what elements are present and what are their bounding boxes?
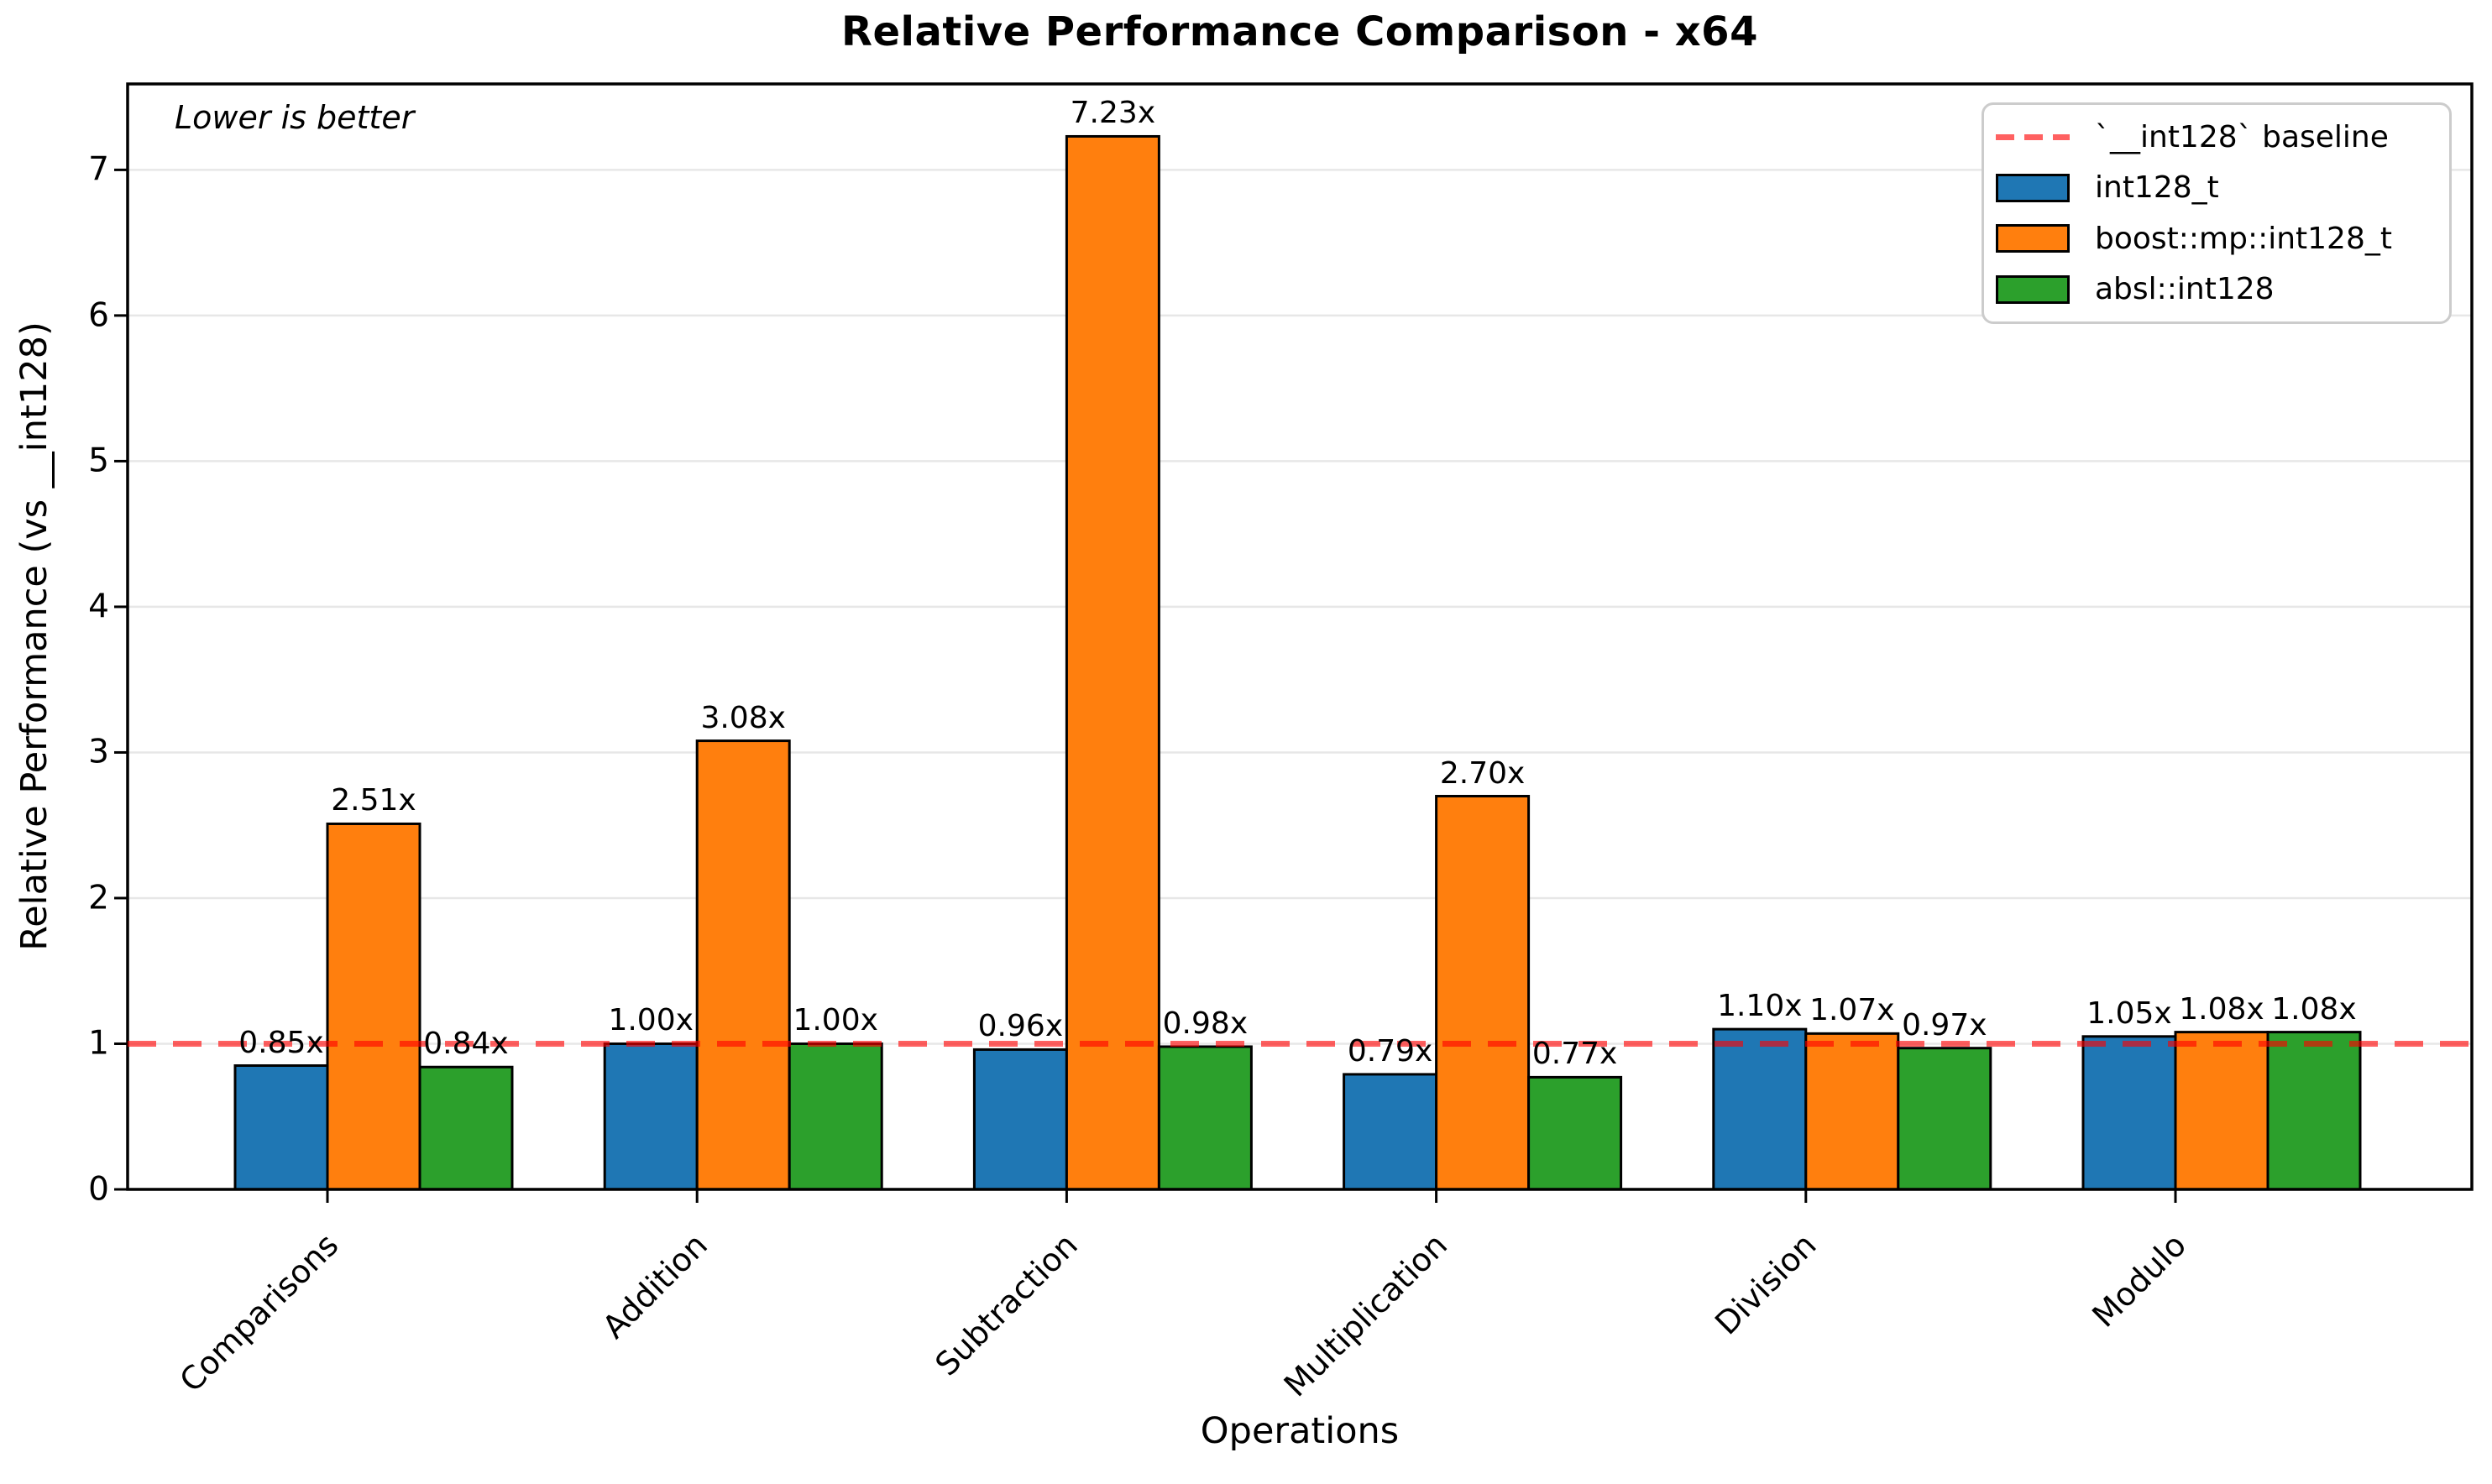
legend-entry-int128_t: int128_t xyxy=(1996,170,2437,205)
legend-swatch xyxy=(1996,224,2070,253)
bar-value-label: 1.05x xyxy=(2086,995,2172,1031)
bar-value-label: 1.07x xyxy=(1809,993,1895,1028)
y-tick-label: 2 xyxy=(88,879,109,917)
legend-label: absl::int128 xyxy=(2095,272,2275,307)
bar-int128_t-Multiplication xyxy=(1343,1073,1438,1191)
legend-baseline-dash-sample xyxy=(1996,133,2070,140)
bar-absl::int128-Multiplication xyxy=(1527,1075,1623,1191)
bar-boost::mp::int128_t-Addition xyxy=(695,739,791,1191)
legend-entry-baseline: `__int128` baseline xyxy=(1996,120,2437,154)
bar-value-label: 1.08x xyxy=(2271,991,2357,1027)
y-tick-label: 5 xyxy=(88,442,109,480)
bar-value-label: 1.08x xyxy=(2179,991,2264,1027)
bar-value-label: 0.84x xyxy=(423,1027,509,1062)
bar-value-label: 0.96x xyxy=(977,1009,1064,1044)
bar-value-label: 2.51x xyxy=(331,783,416,818)
bar-value-label: 1.00x xyxy=(608,1003,694,1038)
bar-value-label: 3.08x xyxy=(700,700,786,735)
x-axis-label: Operations xyxy=(1200,1410,1400,1452)
bar-int128_t-Comparisons xyxy=(233,1064,329,1191)
chart-title: Relative Performance Comparison - x64 xyxy=(841,8,1758,55)
bar-value-label: 1.10x xyxy=(1717,989,1803,1024)
legend-label: int128_t xyxy=(2095,170,2219,206)
bar-boost::mp::int128_t-Multiplication xyxy=(1435,795,1531,1191)
bar-absl::int128-Addition xyxy=(788,1042,883,1191)
y-tick-label: 0 xyxy=(88,1170,109,1209)
bar-int128_t-Addition xyxy=(603,1042,699,1191)
y-tick-label: 3 xyxy=(88,733,109,771)
bar-absl::int128-Division xyxy=(1897,1047,1992,1191)
legend-label: boost::mp::int128_t xyxy=(2095,221,2392,256)
axes-spines xyxy=(126,82,2474,1191)
bar-boost::mp::int128_t-Modulo xyxy=(2174,1031,2270,1191)
y-tick-label: 7 xyxy=(88,150,109,189)
bar-absl::int128-Comparisons xyxy=(418,1065,514,1191)
y-tick-label: 6 xyxy=(88,296,109,335)
bar-value-label: 7.23x xyxy=(1070,96,1156,131)
bar-boost::mp::int128_t-Comparisons xyxy=(326,822,421,1191)
legend-label: `__int128` baseline xyxy=(2095,119,2389,154)
bar-value-label: 0.98x xyxy=(1162,1006,1249,1041)
bar-value-label: 2.70x xyxy=(1439,755,1526,791)
bar-int128_t-Subtraction xyxy=(972,1048,1068,1191)
legend-entry-boost::mp::int128_t: boost::mp::int128_t xyxy=(1996,222,2437,256)
bar-value-label: 0.79x xyxy=(1347,1033,1433,1069)
bar-boost::mp::int128_t-Division xyxy=(1804,1032,1900,1191)
lower-is-better-annotation: Lower is better xyxy=(175,99,415,136)
bar-value-label: 0.97x xyxy=(1902,1007,1987,1042)
legend-swatch xyxy=(1996,173,2070,202)
y-axis-label: Relative Performance (vs __int128) xyxy=(13,321,55,951)
bar-value-label: 1.00x xyxy=(793,1003,878,1038)
y-tick-label: 4 xyxy=(88,588,109,626)
bar-value-label: 0.77x xyxy=(1531,1037,1618,1072)
bar-absl::int128-Subtraction xyxy=(1157,1045,1253,1191)
y-tick-label: 1 xyxy=(88,1024,109,1063)
bar-value-label: 0.85x xyxy=(238,1025,324,1060)
legend-swatch xyxy=(1996,274,2070,304)
legend-entry-absl::int128: absl::int128 xyxy=(1996,272,2437,306)
bar-absl::int128-Modulo xyxy=(2266,1031,2362,1191)
bar-int128_t-Division xyxy=(1712,1027,1808,1191)
bar-int128_t-Modulo xyxy=(2081,1035,2177,1191)
